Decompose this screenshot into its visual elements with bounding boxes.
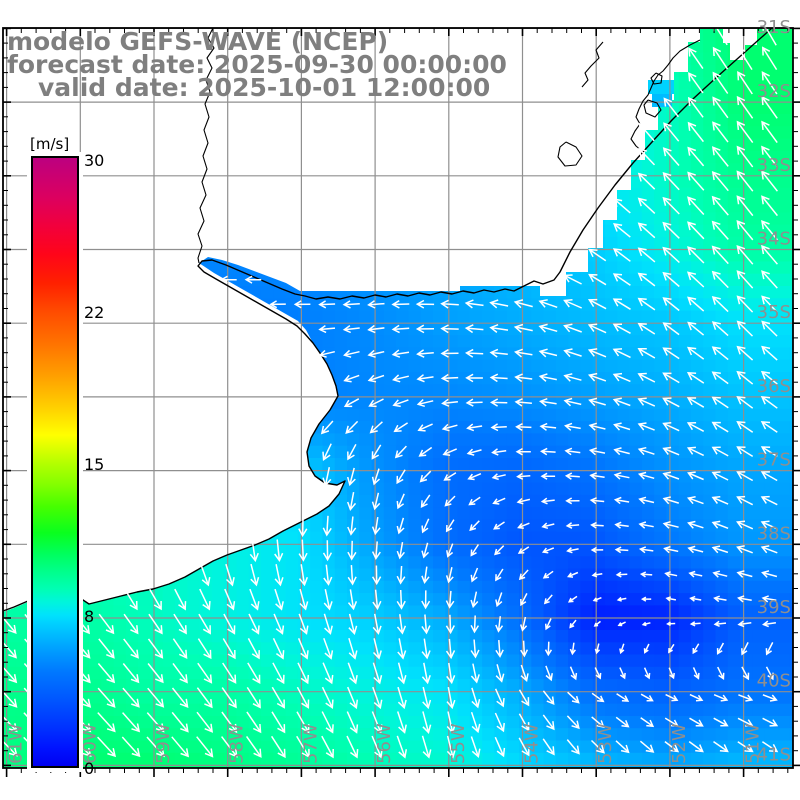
lat-label-34S: 34S <box>757 229 791 250</box>
lon-label-51W: 51W <box>743 723 764 764</box>
lat-label-41S: 41S <box>757 744 791 765</box>
lon-label-54W: 54W <box>522 723 543 764</box>
lat-label-32S: 32S <box>757 81 791 102</box>
lon-label-61W: 61W <box>6 723 27 764</box>
lon-label-52W: 52W <box>669 723 690 764</box>
colorbar-tick-22: 22 <box>84 303 104 322</box>
lon-label-59W: 59W <box>153 723 174 764</box>
lat-label-37S: 37S <box>757 450 791 471</box>
graticule-gridlines <box>3 27 793 768</box>
colorbar-tick-0: 0 <box>84 759 94 778</box>
title-valid-date: valid date: 2025-10-01 12:00:00 <box>38 73 490 102</box>
lon-label-53W: 53W <box>595 723 616 764</box>
colorbar: 30 22 15 8 0 <box>27 151 104 778</box>
lat-label-33S: 33S <box>757 155 791 176</box>
map-frame-ticks <box>2 27 800 777</box>
lon-label-57W: 57W <box>300 723 321 764</box>
title-forecast-date: forecast date: 2025-09-30 00:00:00 <box>7 50 507 79</box>
lon-label-58W: 58W <box>227 723 248 764</box>
lat-label-35S: 35S <box>757 302 791 323</box>
lat-label-31S: 31S <box>757 17 791 38</box>
coastline <box>2 27 773 612</box>
lon-label-56W: 56W <box>374 723 395 764</box>
colorbar-tick-15: 15 <box>84 455 104 474</box>
colorbar-tick-8: 8 <box>84 607 94 626</box>
lon-label-60W: 60W <box>79 723 100 764</box>
lat-label-39S: 39S <box>757 597 791 618</box>
lat-label-40S: 40S <box>757 671 791 692</box>
lat-label-38S: 38S <box>757 523 791 544</box>
lat-label-36S: 36S <box>757 376 791 397</box>
lat-lon-labels: 61W 60W 59W 58W 57W 56W 55W 54W 53W 52W 51W 31S 32S 3… <box>6 17 791 765</box>
colorbar-tick-30: 30 <box>84 151 104 170</box>
lon-label-55W: 55W <box>448 723 469 764</box>
title-model-name: modelo GEFS-WAVE (NCEP) <box>7 27 388 56</box>
colorbar-unit-label: [m/s] <box>30 135 69 153</box>
